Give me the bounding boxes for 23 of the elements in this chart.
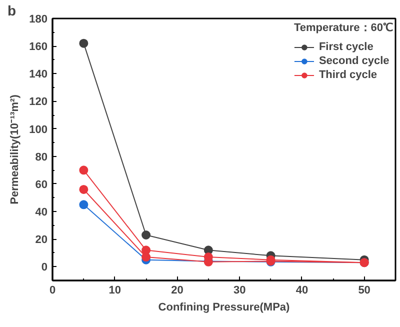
y-tick-label: 140 bbox=[29, 68, 48, 81]
legend-label: Third cycle bbox=[318, 68, 378, 82]
y-tick-label: 20 bbox=[35, 234, 48, 246]
y-tick-label: 100 bbox=[29, 124, 48, 136]
x-tick-label: 30 bbox=[233, 284, 246, 296]
x-tick-label: 10 bbox=[108, 284, 121, 296]
x-tick-label: 40 bbox=[296, 284, 308, 296]
y-tick-label: 120 bbox=[29, 96, 48, 108]
y-tick-label: 180 bbox=[29, 14, 48, 26]
x-tick-label: 50 bbox=[358, 284, 370, 296]
x-axis-title: Confining Pressure(MPa) bbox=[158, 302, 290, 314]
x-tick-label: 20 bbox=[171, 284, 184, 296]
y-tick-label: 0 bbox=[41, 262, 48, 274]
x-tick-label: 0 bbox=[49, 284, 56, 296]
legend-label: First cycle bbox=[318, 40, 374, 54]
y-axis-title: Permeability(10⁻¹³m²) bbox=[9, 94, 22, 204]
legend-label: Second cycle bbox=[318, 54, 390, 68]
y-tick-label: 60 bbox=[35, 178, 48, 191]
legend-title: Temperature：60℃ bbox=[294, 21, 393, 35]
text: b bbox=[8, 2, 16, 18]
y-tick-label: 160 bbox=[29, 41, 48, 54]
y-tick-label: 40 bbox=[35, 206, 48, 219]
y-tick-label: 80 bbox=[35, 151, 48, 164]
